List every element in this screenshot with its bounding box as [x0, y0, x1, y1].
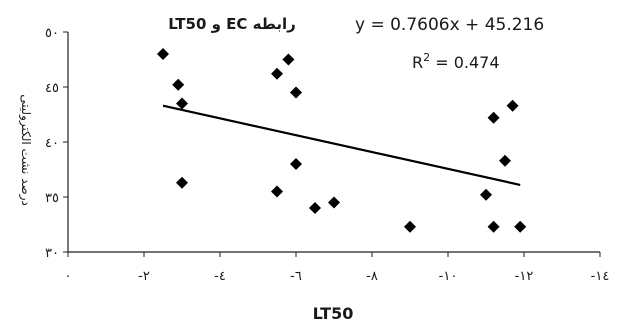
y-tick-label: ٣٥ [45, 191, 59, 206]
r-squared-exp: 2 [423, 51, 430, 64]
y-tick-label: ٤٠ [45, 136, 59, 151]
data-point [328, 196, 340, 209]
r-squared-prefix: R [412, 53, 423, 72]
data-point [506, 99, 519, 112]
data-point [514, 220, 527, 233]
trendline [162, 104, 521, 186]
data-point [271, 67, 283, 80]
data-point [290, 158, 302, 170]
x-tick-label: -١٠ [439, 269, 458, 284]
data-point [290, 86, 302, 99]
axes [63, 31, 601, 257]
data-point [271, 185, 283, 198]
data-point [176, 97, 188, 110]
data-point [480, 188, 492, 201]
x-tick-label: -٦ [290, 269, 302, 284]
trendline-group [162, 104, 521, 186]
data-point [176, 176, 188, 189]
chart-title: رابطه EC و LT50 [168, 15, 296, 33]
data-point [172, 78, 185, 91]
y-tick-label: ٥٠ [45, 26, 59, 41]
tick-labels: ٣٠ ٣٥ ٤٠ ٤٥ ٥٠ ٠ -٢ -٤ -٦ -٨ -١٠ -١٢ -١٤ [45, 26, 609, 284]
trend-equation: y = 0.7606x + 45.216 [355, 15, 544, 35]
data-point [499, 154, 511, 167]
data-point [404, 220, 416, 233]
x-axis-label: LT50 [313, 304, 354, 323]
data-point [309, 202, 321, 214]
x-tick-label: ٠ [65, 269, 72, 284]
y-tick-label: ٤٥ [45, 81, 59, 96]
x-tick-label: -١٢ [515, 269, 534, 284]
data-point [282, 53, 295, 66]
y-axis-label: درصد نشت الکترولیتی [18, 94, 33, 206]
r-squared-label: R2 = 0.474 [412, 51, 500, 72]
data-point [487, 111, 500, 124]
data-point [157, 48, 169, 60]
x-tick-label: -٢ [138, 269, 150, 284]
x-tick-label: -١٤ [591, 269, 610, 284]
points-group [157, 48, 527, 233]
x-tick-label: -٨ [366, 269, 378, 284]
data-point [487, 220, 500, 233]
y-tick-label: ٣٠ [45, 246, 59, 261]
x-tick-label: -٤ [214, 269, 226, 284]
r-squared-value: = 0.474 [430, 53, 499, 72]
